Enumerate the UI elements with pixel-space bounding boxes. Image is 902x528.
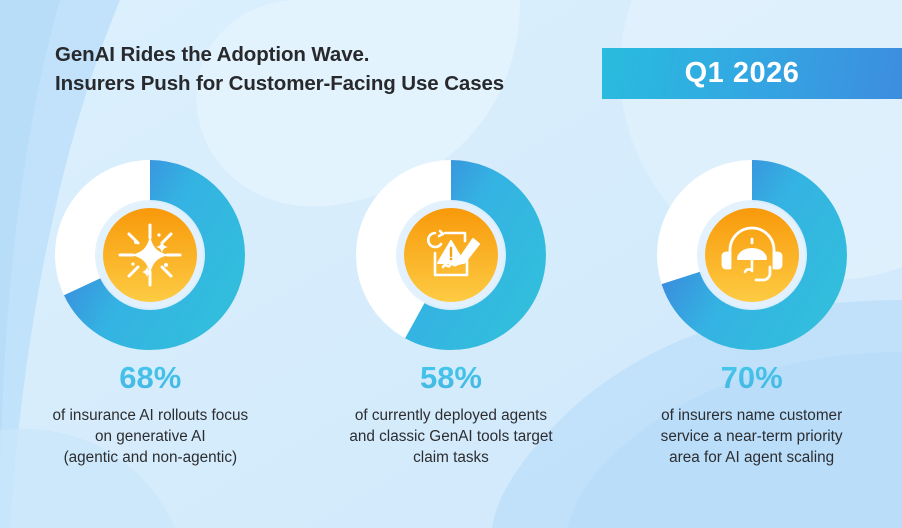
stats-row: 68% of insurance AI rollouts focus on ge… (0, 160, 902, 468)
claim-document-warning-pen-icon (426, 229, 480, 277)
donut-gauge-1 (55, 160, 246, 350)
sparkle-burst-icon (118, 223, 182, 287)
stat-percent-2: 58% (419, 360, 482, 395)
page-title: GenAI Rides the Adoption Wave. Insurers … (55, 43, 505, 96)
stat-card-3: 70% of insurers name customer service a … (601, 160, 902, 468)
stat-caption-1: of insurance AI rollouts focus on genera… (52, 407, 249, 467)
stat-card-1: 68% of insurance AI rollouts focus on ge… (0, 160, 301, 468)
stat-caption-3: of insurers name customer service a near… (660, 407, 843, 467)
stat-caption-2: of currently deployed agents and classic… (349, 407, 553, 467)
donut-gauge-3 (656, 160, 847, 350)
donut-gauge-2-svg (355, 160, 546, 350)
donut-gauge-3-svg (656, 160, 847, 350)
stat-card-2: 58% of currently deployed agents and cla… (301, 160, 602, 468)
donut-gauge-1-svg (55, 160, 246, 350)
quarter-badge-label: Q1 2026 (684, 57, 800, 89)
header: GenAI Rides the Adoption Wave. Insurers … (0, 0, 902, 130)
stat-percent-3: 70% (720, 360, 783, 395)
headset-umbrella-icon (721, 226, 783, 282)
quarter-badge: Q1 2026 (602, 48, 902, 99)
donut-gauge-2 (355, 160, 546, 350)
stat-percent-1: 68% (119, 360, 182, 395)
